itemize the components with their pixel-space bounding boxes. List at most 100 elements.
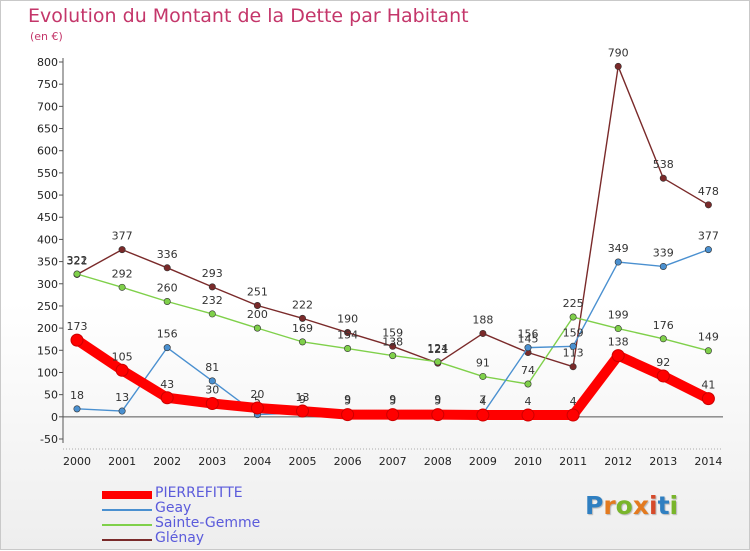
y-tick-label: 250: [37, 300, 58, 313]
data-label: 113: [563, 347, 584, 360]
data-label: 4: [570, 395, 577, 408]
data-point: [298, 314, 306, 322]
data-label: 790: [608, 46, 629, 59]
data-label: 30: [205, 384, 219, 397]
data-point: [659, 262, 667, 270]
legend-label: Glénay: [155, 530, 205, 546]
y-tick-label: 200: [37, 322, 58, 335]
data-point: [250, 401, 264, 415]
y-tick-label: 750: [37, 78, 58, 91]
data-point: [160, 391, 174, 405]
data-label: 200: [247, 308, 268, 321]
logo-letter: x: [632, 491, 649, 520]
data-point: [205, 397, 219, 411]
data-point: [611, 349, 625, 363]
data-label: 4: [479, 395, 486, 408]
series-pierrefitte: 173 105 43 30 20 13 5 5 5 4 4 4 138 92 41: [67, 320, 715, 422]
y-tick-label: 550: [37, 167, 58, 180]
data-label: 4: [525, 395, 532, 408]
data-label: 225: [563, 297, 584, 310]
data-label: 74: [521, 364, 535, 377]
x-tick-label: 2009: [469, 455, 497, 468]
data-label: 260: [157, 282, 178, 295]
data-point: [208, 310, 216, 318]
data-point: [296, 404, 309, 418]
data-label: 13: [115, 391, 129, 404]
x-tick-label: 2007: [379, 455, 407, 468]
data-label: 41: [701, 379, 715, 392]
data-label: 377: [112, 230, 133, 243]
data-label: 5: [254, 395, 261, 408]
data-label: 538: [653, 158, 674, 171]
data-label: 5: [344, 395, 351, 408]
data-point: [524, 380, 532, 388]
data-label: 339: [653, 246, 674, 259]
series-gl-nay: 321 377 336 293 251 222 190 159 121 188 145 113 790 5…: [67, 46, 719, 371]
x-tick-label: 2011: [559, 455, 587, 468]
data-label: 156: [518, 328, 539, 341]
data-point: [389, 352, 397, 360]
data-label: 176: [653, 319, 674, 332]
data-label: 173: [67, 320, 88, 333]
data-point: [614, 62, 622, 70]
logo-letter: o: [615, 491, 633, 520]
chart-title: Evolution du Montant de la Dette par Hab…: [28, 5, 469, 27]
data-label: 199: [608, 309, 629, 322]
data-point: [434, 358, 442, 366]
data-point: [208, 283, 216, 291]
y-tick-label: 350: [37, 256, 58, 269]
x-tick-label: 2000: [63, 455, 91, 468]
data-label: 20: [250, 388, 264, 401]
data-point: [344, 345, 352, 353]
data-label: 138: [382, 336, 403, 349]
data-point: [73, 405, 81, 413]
legend-swatch: [102, 491, 152, 499]
data-label: 293: [202, 267, 223, 280]
data-point: [118, 407, 126, 415]
data-label: 5: [434, 395, 441, 408]
data-point: [118, 246, 126, 254]
logo-letter: i: [649, 491, 658, 520]
data-point: [208, 377, 216, 385]
data-point: [521, 408, 535, 422]
y-tick-label: 450: [37, 211, 58, 224]
data-label: 190: [337, 313, 358, 326]
data-point: [163, 298, 171, 306]
data-label: 91: [476, 356, 490, 369]
data-point: [479, 329, 487, 337]
y-tick-label: 100: [37, 366, 58, 379]
data-label: 322: [67, 254, 88, 267]
data-point: [389, 342, 397, 350]
y-tick-label: 600: [37, 145, 58, 158]
logo-letter: r: [603, 491, 616, 520]
data-point: [163, 344, 171, 352]
y-tick-label: 50: [44, 389, 58, 402]
data-label: 81: [205, 361, 219, 374]
y-tick-label: 700: [37, 100, 58, 113]
data-label: 145: [518, 333, 539, 346]
y-tick-label: 400: [37, 233, 58, 246]
x-tick-label: 2002: [153, 455, 181, 468]
data-point: [253, 324, 261, 332]
data-point: [704, 347, 712, 355]
x-tick-label: 2005: [289, 455, 317, 468]
data-label: 105: [112, 350, 133, 363]
data-label: 138: [608, 336, 629, 349]
data-label: 188: [472, 313, 493, 326]
series-sainte-gemme: 322 292 260 232 200 169 154 138 124 91 74 225 199 176…: [67, 254, 719, 388]
legend-swatch: [102, 509, 152, 511]
y-tick-label: 0: [51, 411, 58, 424]
data-point: [704, 246, 712, 254]
data-label: 18: [70, 389, 84, 402]
x-tick-label: 2008: [424, 455, 452, 468]
data-label: 169: [292, 322, 313, 335]
series-line: [76, 65, 710, 368]
data-point: [253, 301, 261, 309]
y-tick-label: 800: [37, 56, 58, 69]
data-point: [163, 264, 171, 272]
proxiti-logo: Proxiti: [585, 491, 678, 520]
logo-letter: i: [669, 491, 679, 520]
data-label: 124: [427, 342, 448, 355]
data-label: 5: [389, 395, 396, 408]
logo-letter: P: [585, 491, 604, 520]
